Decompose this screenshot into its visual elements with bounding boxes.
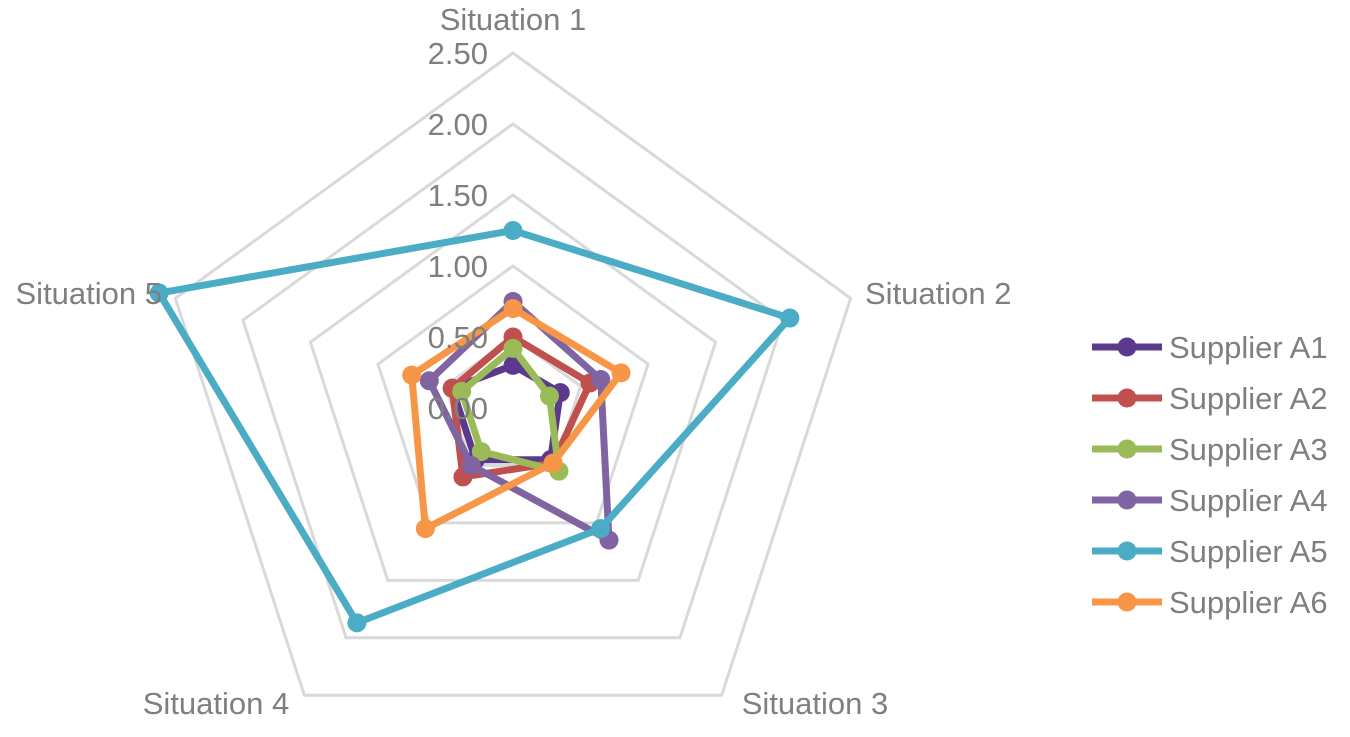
legend-label: Supplier A5: [1169, 534, 1328, 569]
legend-item: Supplier A3: [1092, 432, 1328, 467]
series-point: [543, 453, 563, 473]
series-line: [448, 333, 594, 481]
series-point: [402, 365, 422, 385]
tick-label: 1.00: [428, 249, 488, 284]
series-point: [347, 613, 367, 633]
series-point: [461, 455, 481, 475]
legend-swatch-marker: [1117, 337, 1137, 357]
series-point: [780, 308, 800, 328]
legend-label: Supplier A3: [1169, 432, 1328, 467]
series-point: [419, 371, 439, 391]
tick-label: 2.50: [428, 36, 488, 71]
grid-layer: [173, 51, 853, 697]
grid-ring: [241, 122, 785, 640]
axis-label: Situation 4: [143, 686, 290, 721]
axis-label: Situation 3: [742, 686, 889, 721]
legend-swatch-marker: [1117, 541, 1137, 561]
tick-label: 1.50: [428, 178, 488, 213]
axis-label: Situation 1: [440, 2, 587, 37]
series-point: [415, 519, 435, 539]
series-point: [591, 369, 611, 389]
series-5: [149, 221, 800, 633]
legend-label: Supplier A6: [1169, 585, 1328, 620]
legend-item: Supplier A5: [1092, 534, 1328, 569]
grid-ring: [308, 193, 718, 582]
legend-item: Supplier A6: [1092, 585, 1328, 620]
series-layer: [149, 221, 800, 633]
series-6: [402, 299, 631, 539]
series-point: [503, 299, 523, 319]
legend-label: Supplier A4: [1169, 483, 1328, 518]
series-line: [425, 298, 613, 544]
series-line: [458, 344, 563, 475]
series-point: [471, 442, 491, 462]
tick-label: 0.50: [428, 320, 488, 355]
axis-label: Situation 5: [16, 276, 163, 311]
grid-ring: [443, 335, 583, 467]
legend-label: Supplier A2: [1169, 381, 1328, 416]
legend-swatch-marker: [1117, 439, 1137, 459]
legend: Supplier A1 Supplier A2 Supplier A3 Supplie…: [1092, 330, 1328, 620]
grid-ring: [173, 51, 853, 697]
series-point: [611, 363, 631, 383]
series-line: [155, 227, 794, 627]
series-point: [539, 386, 559, 406]
series-point: [503, 355, 523, 375]
series-point: [503, 221, 523, 240]
tick-label: 0.00: [428, 391, 488, 426]
legend-item: Supplier A2: [1092, 381, 1328, 416]
axis-label: Situation 2: [865, 276, 1012, 311]
series-point: [452, 381, 472, 401]
series-3: [452, 338, 569, 481]
legend-label: Supplier A1: [1169, 330, 1328, 365]
legend-item: Supplier A1: [1092, 330, 1328, 365]
series-line: [408, 305, 625, 533]
series-point: [591, 519, 611, 539]
legend-swatch-marker: [1117, 388, 1137, 408]
series-point: [149, 283, 169, 303]
legend-item: Supplier A4: [1092, 483, 1328, 518]
grid-ring: [376, 264, 650, 525]
legend-swatch-marker: [1117, 490, 1137, 510]
tick-label: 2.00: [428, 107, 488, 142]
legend-swatch-marker: [1117, 592, 1137, 612]
series-point: [503, 338, 523, 358]
